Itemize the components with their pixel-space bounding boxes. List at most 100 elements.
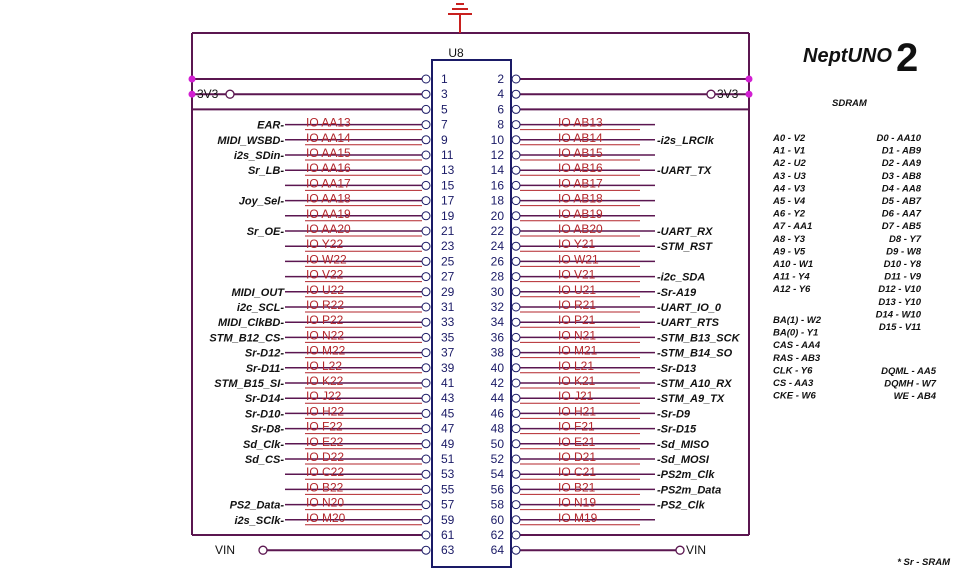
sdram-misc-item: DQMH - W7 — [884, 379, 936, 390]
right-signal-label: -UART_RX — [657, 226, 713, 238]
pin-number-odd: 29 — [441, 285, 455, 299]
pin-circle-odd — [421, 120, 431, 130]
pin-number-even: 10 — [491, 133, 505, 147]
right-signal-label: -PS2_Clk — [657, 500, 706, 512]
right-signal-label: -Sr-D13 — [657, 363, 696, 375]
left-io-label: IO M20 — [306, 511, 346, 525]
pin-number-even: 58 — [491, 498, 505, 512]
pin-circle-even — [511, 165, 521, 175]
left-signal-label: EAR- — [257, 120, 284, 132]
pin-number-even: 34 — [491, 315, 505, 329]
logo-suffix: 2 — [896, 36, 918, 80]
pin-circle-odd — [421, 439, 431, 449]
left-io-label: IO P22 — [306, 313, 344, 327]
left-signal-label: i2c_SCL- — [237, 302, 284, 314]
left-signal-label: MIDI_ClkBD- — [218, 317, 284, 329]
right-io-label: IO L21 — [558, 359, 594, 373]
logo-text: NeptUNO — [803, 45, 892, 67]
pin-number-odd: 43 — [441, 391, 455, 405]
sdram-address-item: A2 - U2 — [772, 158, 806, 169]
sdram-control-item: CS - AA3 — [773, 378, 814, 389]
pin-number-even: 60 — [491, 513, 505, 527]
connector-outline — [431, 59, 512, 568]
pin-circle-even — [511, 469, 521, 479]
vin-left-label: VIN — [215, 543, 235, 557]
sdram-data-item: D12 - V10 — [878, 284, 921, 295]
net-3v3-left-label: 3V3 — [197, 87, 219, 101]
right-signal-label: -PS2m_Clk — [657, 469, 715, 481]
left-io-label: IO E22 — [306, 435, 344, 449]
left-io-label: IO Y22 — [306, 237, 343, 251]
left-io-label: IO AA20 — [306, 222, 351, 236]
pin-number-odd: 63 — [441, 543, 455, 557]
pin-circle-even — [511, 439, 521, 449]
right-signal-label: -i2c_SDA — [657, 272, 705, 284]
right-signal-label: -Sd_MOSI — [657, 454, 710, 466]
pin-number-even: 6 — [497, 102, 504, 116]
pin-circle-odd — [421, 135, 431, 145]
left-signal-label: Sd_Clk- — [243, 439, 284, 451]
left-signal-label: i2s_SClk- — [234, 515, 284, 527]
net-3v3-right-label: 3V3 — [717, 87, 739, 101]
left-signal-label: Sr-D8- — [251, 424, 284, 436]
pin-number-odd: 37 — [441, 346, 455, 360]
pin-circle-even — [511, 348, 521, 358]
sdram-misc-item: DQML - AA5 — [881, 366, 937, 377]
pin-number-odd: 61 — [441, 528, 455, 542]
vin-right-terminal — [675, 545, 685, 555]
left-signal-label: Sr-D11- — [246, 363, 285, 375]
left-io-label: IO AA15 — [306, 146, 351, 160]
pin-number-odd: 9 — [441, 133, 448, 147]
pin-circle-odd — [421, 196, 431, 206]
pin-number-even: 2 — [497, 72, 504, 86]
pin-number-even: 14 — [491, 163, 505, 177]
pin-circle-odd — [421, 484, 431, 494]
pin-circle-odd — [421, 317, 431, 327]
pin-number-odd: 47 — [441, 422, 455, 436]
sram-footnote: * Sr - SRAM — [897, 557, 951, 568]
right-io-label: IO W21 — [558, 252, 599, 266]
pin-circle-odd — [421, 211, 431, 221]
sdram-address-item: A8 - Y3 — [772, 234, 806, 245]
sdram-data-item: D13 - Y10 — [878, 297, 921, 308]
sdram-address-item: A6 - Y2 — [772, 209, 806, 220]
pin-circle-even — [511, 424, 521, 434]
pin-circle-odd — [421, 287, 431, 297]
left-signal-label: Sr-D10- — [245, 408, 284, 420]
right-io-label: IO K21 — [558, 374, 596, 388]
pin-number-odd: 57 — [441, 498, 455, 512]
right-signal-label: -Sd_MISO — [657, 439, 709, 451]
pin-circle-odd — [421, 272, 431, 282]
sdram-data-item: D10 - Y8 — [884, 259, 922, 270]
right-io-label: IO N21 — [558, 328, 596, 342]
sdram-address-item: A3 - U3 — [772, 171, 806, 182]
pin-number-odd: 59 — [441, 513, 455, 527]
pin-number-even: 52 — [491, 452, 505, 466]
right-io-label: IO Y21 — [558, 237, 595, 251]
sdram-address-item: A12 - Y6 — [772, 284, 811, 295]
pin-circle-odd — [421, 454, 431, 464]
sdram-data-item: D9 - W8 — [886, 246, 922, 257]
left-io-label: IO U22 — [306, 283, 344, 297]
pin-circle-even — [511, 120, 521, 130]
pin-circle-odd — [421, 150, 431, 160]
right-io-label: IO U21 — [558, 283, 596, 297]
right-signal-label: -PS2m_Data — [657, 484, 721, 496]
net-3v3-left-terminal — [225, 89, 235, 99]
pin-circle-even — [511, 196, 521, 206]
pin-number-even: 28 — [491, 270, 505, 284]
pin-number-even: 40 — [491, 361, 505, 375]
pin-number-even: 22 — [491, 224, 505, 238]
vin-right-label: VIN — [686, 543, 706, 557]
sdram-data-item: D1 - AB9 — [882, 146, 922, 157]
right-io-label: IO AB20 — [558, 222, 603, 236]
left-io-label: IO AA19 — [306, 207, 351, 221]
sdram-data-item: D5 - AB7 — [882, 196, 922, 207]
sdram-address-item: A5 - V4 — [772, 196, 806, 207]
pin-number-even: 56 — [491, 482, 505, 496]
pin-circle-odd — [421, 348, 431, 358]
pin-circle-odd — [421, 74, 431, 84]
pin-circle-even — [511, 545, 521, 555]
right-io-label: IO AB18 — [558, 192, 603, 206]
